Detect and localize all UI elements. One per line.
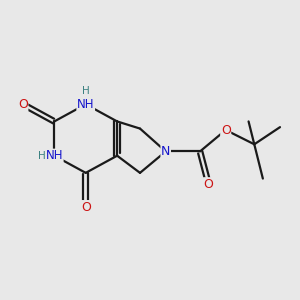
Text: O: O — [221, 124, 231, 136]
Text: O: O — [81, 201, 91, 214]
Text: H: H — [38, 151, 45, 161]
Text: NH: NH — [77, 98, 94, 111]
Text: O: O — [204, 178, 214, 191]
Text: H: H — [82, 86, 90, 96]
Text: NH: NH — [46, 149, 63, 162]
Text: O: O — [18, 98, 28, 111]
Text: N: N — [161, 145, 170, 158]
